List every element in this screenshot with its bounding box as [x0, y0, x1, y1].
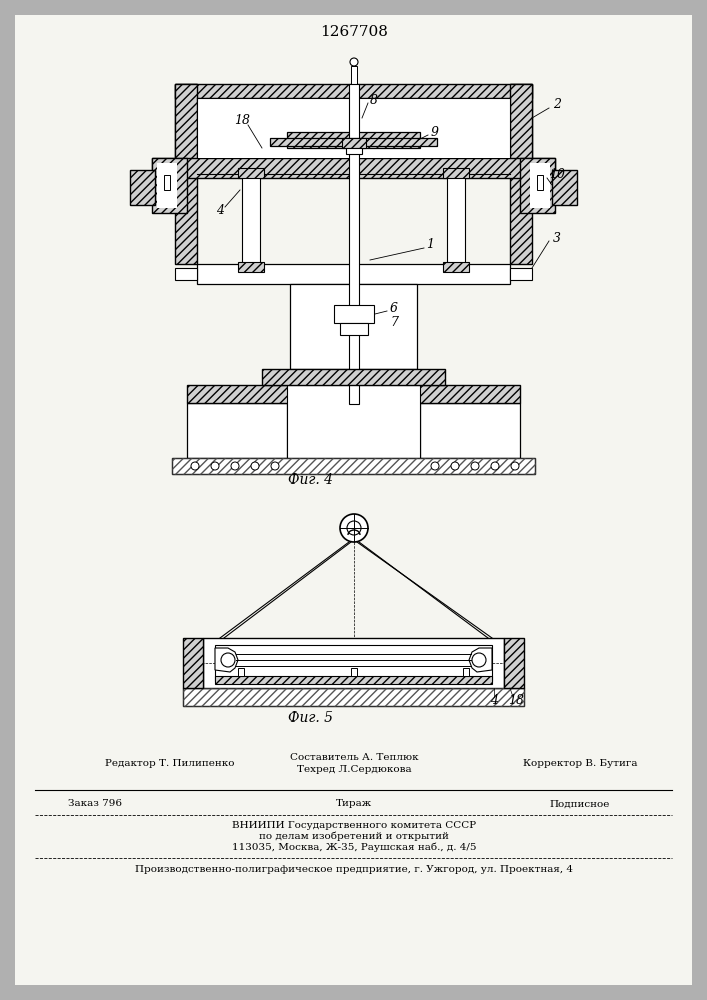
Circle shape — [271, 462, 279, 470]
Bar — [175, 84, 197, 264]
Text: 3: 3 — [553, 232, 561, 244]
Bar — [164, 175, 170, 190]
Bar — [349, 84, 359, 404]
Text: 4: 4 — [490, 694, 498, 706]
Polygon shape — [215, 648, 238, 672]
Circle shape — [491, 462, 499, 470]
Bar — [270, 138, 437, 146]
Bar — [340, 323, 368, 335]
Circle shape — [211, 462, 219, 470]
Circle shape — [221, 653, 235, 667]
Text: 6: 6 — [390, 302, 398, 314]
Bar — [334, 305, 374, 323]
Text: Составитель А. Теплюк: Составитель А. Теплюк — [290, 754, 419, 762]
Bar — [510, 84, 532, 174]
Text: 1: 1 — [426, 238, 434, 251]
Bar — [203, 638, 504, 688]
Bar — [175, 268, 197, 280]
Bar — [152, 158, 187, 213]
Circle shape — [191, 462, 199, 470]
Bar — [242, 174, 260, 264]
Bar — [238, 262, 264, 272]
Bar — [175, 84, 532, 98]
Text: Заказ 796: Заказ 796 — [68, 800, 122, 808]
Text: Корректор В. Бутига: Корректор В. Бутига — [522, 760, 637, 768]
Text: 1267708: 1267708 — [320, 25, 388, 39]
Circle shape — [431, 462, 439, 470]
Bar — [351, 668, 357, 676]
Bar — [537, 175, 543, 190]
Bar — [530, 163, 550, 208]
Text: Техред Л.Сердюкова: Техред Л.Сердюкова — [297, 766, 411, 774]
Circle shape — [472, 653, 486, 667]
Text: Подписное: Подписное — [550, 800, 610, 808]
Bar — [510, 268, 532, 280]
Circle shape — [340, 514, 368, 542]
Circle shape — [251, 462, 259, 470]
Text: 7: 7 — [390, 316, 398, 330]
Bar — [183, 688, 524, 706]
Circle shape — [451, 462, 459, 470]
Bar — [183, 688, 524, 706]
Text: 8: 8 — [370, 94, 378, 106]
Bar — [287, 385, 420, 458]
Bar — [351, 66, 357, 84]
Text: 18: 18 — [234, 113, 250, 126]
Bar — [215, 676, 492, 684]
Bar — [130, 170, 155, 205]
Bar — [172, 458, 535, 474]
Bar — [342, 138, 366, 148]
Bar — [152, 158, 555, 178]
Bar — [287, 132, 420, 148]
Bar — [238, 668, 244, 676]
Text: по делам изобретений и открытий: по делам изобретений и открытий — [259, 831, 449, 841]
Bar — [197, 264, 510, 284]
Bar — [447, 174, 465, 264]
Bar — [215, 645, 492, 681]
Bar — [552, 170, 577, 205]
Bar — [238, 168, 264, 178]
Circle shape — [231, 462, 239, 470]
Bar — [187, 385, 520, 403]
Bar — [504, 638, 524, 688]
Circle shape — [511, 462, 519, 470]
Bar — [510, 84, 532, 264]
Text: ВНИИПИ Государственного комитета СССР: ВНИИПИ Государственного комитета СССР — [232, 820, 476, 830]
Polygon shape — [469, 648, 492, 672]
Text: Фиг. 5: Фиг. 5 — [288, 711, 332, 725]
Bar — [443, 168, 469, 178]
Bar — [420, 403, 520, 458]
Bar — [346, 148, 362, 154]
Circle shape — [471, 462, 479, 470]
Bar — [183, 638, 203, 688]
Bar — [262, 369, 445, 385]
Text: 10: 10 — [549, 168, 565, 182]
Bar — [520, 158, 555, 213]
Circle shape — [350, 58, 358, 66]
Bar — [157, 163, 177, 208]
Text: 2: 2 — [553, 99, 561, 111]
Text: 113035, Москва, Ж-35, Раушская наб., д. 4/5: 113035, Москва, Ж-35, Раушская наб., д. … — [232, 842, 477, 852]
Text: Фиг. 4: Фиг. 4 — [288, 473, 332, 487]
Bar — [175, 84, 197, 174]
Text: Тираж: Тираж — [336, 800, 372, 808]
Bar — [172, 458, 535, 474]
Bar — [187, 403, 287, 458]
Bar — [290, 284, 417, 369]
Bar — [197, 98, 510, 158]
Circle shape — [347, 521, 361, 535]
Bar — [443, 262, 469, 272]
Text: 9: 9 — [431, 125, 439, 138]
Text: Редактор Т. Пилипенко: Редактор Т. Пилипенко — [105, 760, 235, 768]
Bar — [463, 668, 469, 676]
Text: 18: 18 — [508, 694, 524, 706]
Text: Производственно-полиграфическое предприятие, г. Ужгород, ул. Проектная, 4: Производственно-полиграфическое предприя… — [135, 865, 573, 874]
Text: 4: 4 — [216, 204, 224, 217]
